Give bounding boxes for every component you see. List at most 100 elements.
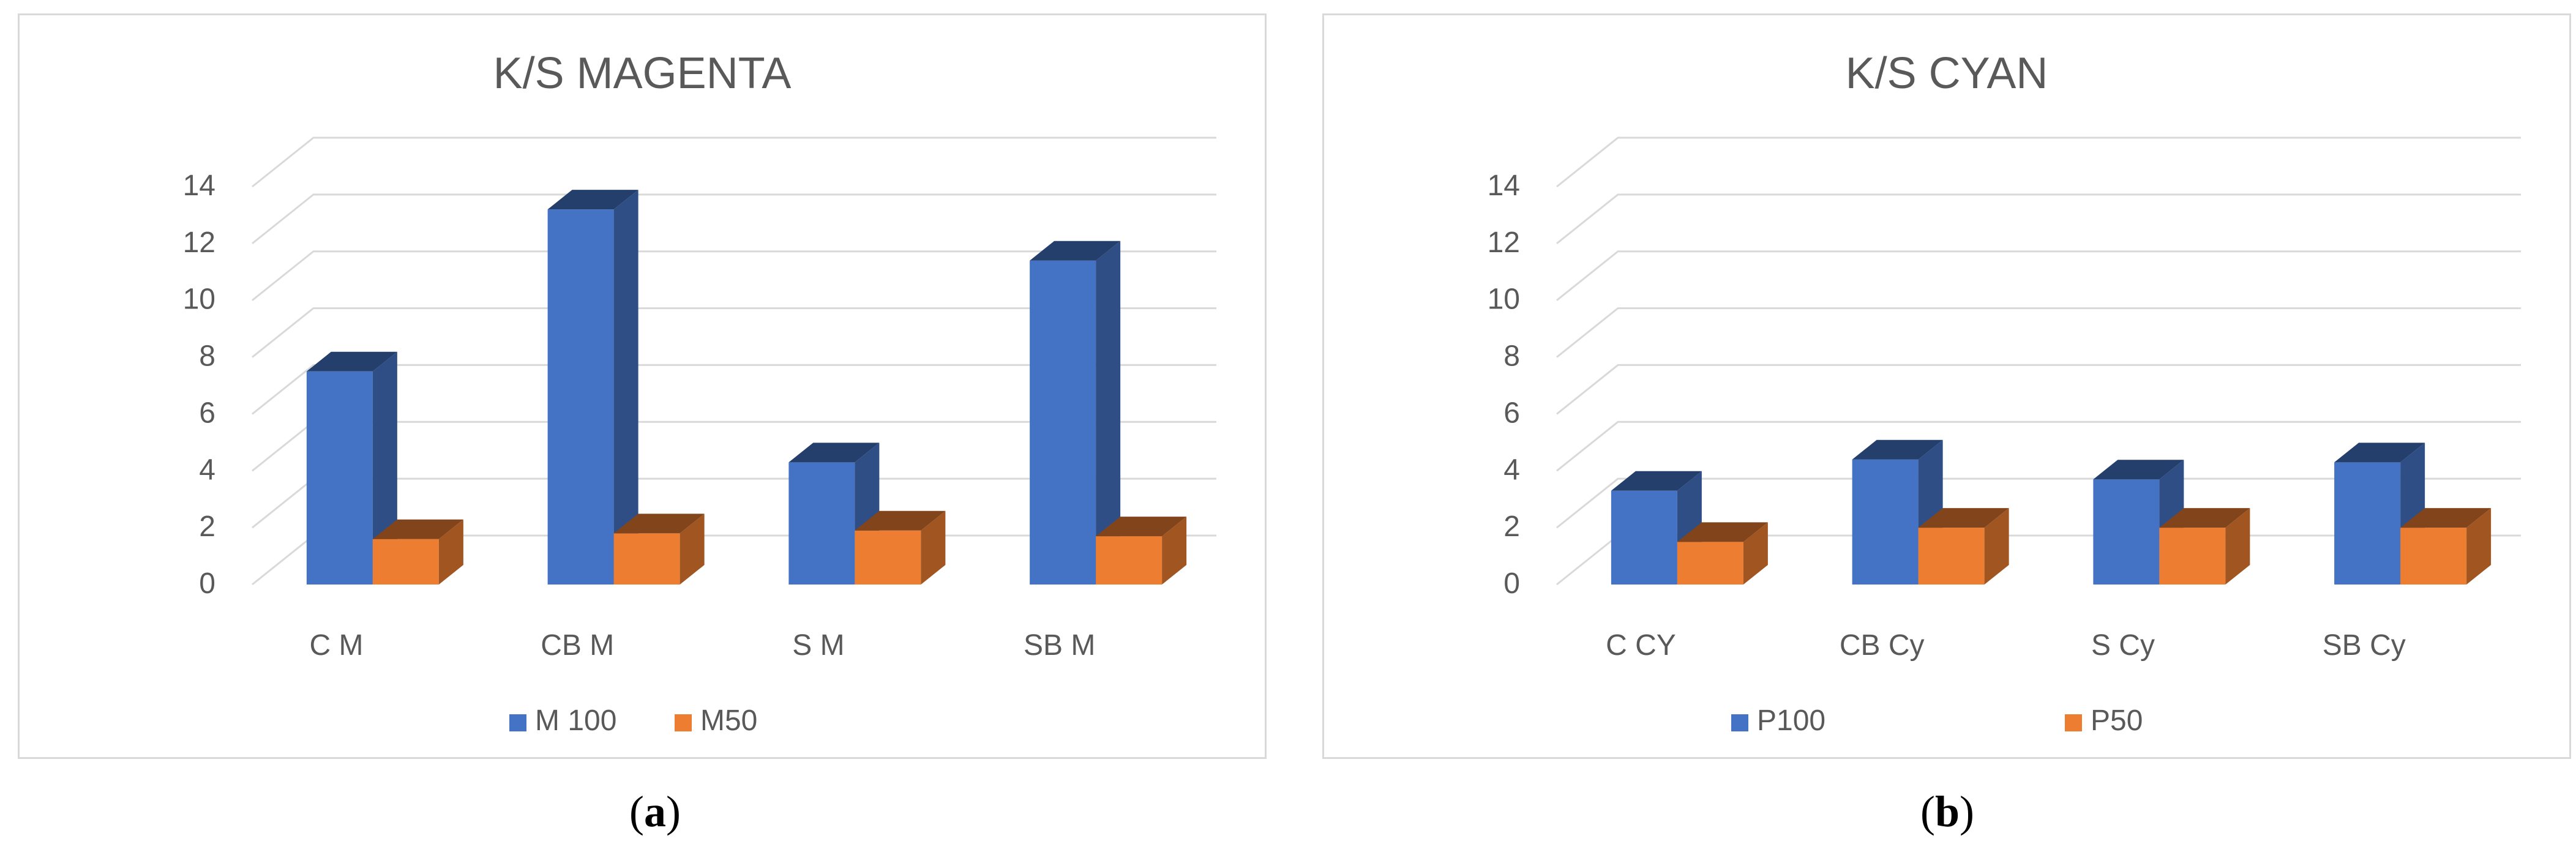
bar-side [438, 519, 463, 585]
bar-top [2334, 443, 2425, 463]
bar-top [547, 190, 638, 210]
chart-svg-magenta: 0 2 4 6 8 10 12 14 C M CB M S M SB M M 100 M50 [183, 136, 1216, 737]
y-tick-label: 2 [199, 510, 215, 543]
x-tick-label: C M [309, 629, 363, 662]
bar-front [1918, 528, 1985, 585]
bar-side [921, 510, 946, 585]
x-tick-label: S M [792, 629, 844, 662]
bar-side [1162, 517, 1187, 585]
bar-side [680, 514, 705, 585]
bar-front [1852, 459, 1919, 585]
bar [1852, 439, 1943, 585]
bar-side [1096, 241, 1121, 585]
bar [613, 514, 705, 585]
x-tick-label: S Cy [2091, 629, 2155, 662]
chart-panel-magenta: K/S MAGENTA 0 2 4 6 8 10 12 14 C M CB M S M SB M M 1… [18, 13, 1267, 759]
y-tick-label: 6 [1503, 397, 1520, 429]
bar [1030, 241, 1121, 585]
gridline [252, 307, 1216, 358]
gridline [1556, 136, 2521, 188]
caption-letter: a [644, 787, 666, 836]
bar-top [372, 519, 463, 539]
x-tick-label: CB Cy [1840, 629, 1925, 662]
bar-front [2334, 462, 2401, 585]
bar-front [2159, 528, 2226, 585]
y-tick-label: 8 [199, 340, 215, 373]
subfigure-caption-b: (b) [1920, 787, 1974, 836]
bar-top [855, 510, 946, 531]
gridline [252, 364, 1216, 415]
gridline [252, 136, 1216, 188]
gridline [1556, 420, 2521, 472]
bar-side [1743, 522, 1768, 585]
chart-title: K/S CYAN [1845, 49, 2048, 98]
bar-front [547, 209, 614, 585]
bar-top [788, 443, 880, 463]
bar-top [613, 514, 705, 534]
bar-top [2400, 508, 2492, 528]
y-tick-label: 12 [1488, 226, 1520, 259]
y-tick-label: 12 [183, 226, 215, 259]
legend-label: M50 [700, 704, 757, 737]
legend-swatch [675, 714, 692, 731]
y-tick-label: 14 [1488, 170, 1520, 202]
legend-item: M50 [675, 704, 757, 737]
bar-front [2093, 479, 2160, 585]
legend-swatch [509, 714, 526, 731]
bar-top [1918, 508, 2009, 528]
legend-item: M 100 [509, 704, 616, 737]
bar-front [855, 530, 921, 585]
legend-item: P50 [2065, 704, 2143, 737]
bar-front [1030, 260, 1096, 585]
legend-swatch [1731, 714, 1748, 731]
bar-front [1096, 536, 1163, 585]
legend-item: P100 [1731, 704, 1825, 737]
bar-side [613, 190, 638, 585]
y-tick-label: 10 [183, 283, 215, 316]
legend-label: P50 [2091, 704, 2143, 737]
legend-label: M 100 [535, 704, 616, 737]
y-tick-label: 0 [1503, 567, 1520, 600]
bar-front [372, 539, 439, 585]
x-tick-label: SB M [1024, 629, 1095, 662]
gridline [252, 193, 1216, 245]
bar-top [1677, 522, 1768, 542]
bar [1918, 508, 2009, 585]
bar-side [2466, 508, 2492, 585]
bar [2334, 443, 2425, 585]
gridline [1556, 477, 2521, 529]
legend-label: P100 [1757, 704, 1825, 737]
gridline [252, 250, 1216, 301]
bar-side [2225, 508, 2250, 585]
bar-top [1030, 241, 1121, 261]
bar-top [2159, 508, 2250, 528]
bar-top [1852, 439, 1943, 460]
caption-letter: b [1934, 787, 1960, 836]
bar [1677, 522, 1768, 585]
bar-top [1096, 517, 1187, 537]
x-tick-label: CB M [541, 629, 614, 662]
bar-front [306, 371, 373, 585]
bar-front [788, 462, 855, 585]
y-tick-label: 4 [199, 454, 215, 486]
x-tick-label: C CY [1606, 629, 1676, 662]
bar [2159, 508, 2250, 585]
legend-swatch [2065, 714, 2082, 731]
bar [855, 510, 946, 585]
bar [547, 190, 638, 585]
gridline [1556, 364, 2521, 415]
x-tick-label: SB Cy [2323, 629, 2406, 662]
y-tick-label: 14 [183, 170, 215, 202]
chart-title: K/S MAGENTA [493, 49, 792, 98]
bar-front [1611, 490, 1677, 585]
bar [2400, 508, 2492, 585]
bar-top [2093, 460, 2184, 480]
y-tick-label: 4 [1503, 454, 1520, 486]
y-tick-label: 0 [199, 567, 215, 600]
bar-front [613, 533, 680, 585]
gridline [1556, 193, 2521, 245]
y-tick-label: 2 [1503, 510, 1520, 543]
bar [372, 519, 463, 585]
bar-side [1984, 508, 2009, 585]
subfigure-caption-a: (a) [629, 787, 681, 836]
